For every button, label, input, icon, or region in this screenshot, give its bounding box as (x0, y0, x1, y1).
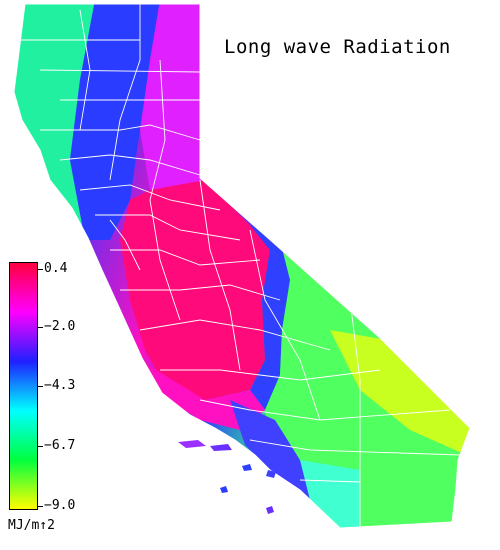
colorbar-unit: MJ/m↑2 (8, 518, 55, 533)
state-outline (13, 3, 471, 529)
colorbar-tick-label: −2.0 (44, 319, 76, 334)
north-range-region (70, 4, 160, 240)
colorbar-tick-label: −4.3 (44, 378, 76, 393)
colorbar-tick (38, 386, 43, 387)
central-valley-region (120, 180, 270, 400)
south-coast-region (140, 360, 265, 430)
colorbar-tick-label: −9.0 (44, 498, 76, 513)
sierra-region (250, 225, 290, 410)
colorbar-tick (38, 506, 43, 507)
colorbar-tick-label: 0.4 (44, 261, 68, 276)
map-title: Long wave Radiation (224, 36, 451, 58)
channel-islands (178, 440, 276, 514)
county-boundaries (20, 4, 461, 528)
colorbar-tick (38, 327, 43, 328)
la-basin-region (230, 400, 320, 510)
colorbar-tick (38, 446, 43, 447)
san-diego-region (300, 460, 360, 528)
colorbar (9, 262, 38, 510)
colorbar-tick (38, 269, 43, 270)
colorbar-tick-label: −6.7 (44, 438, 76, 453)
